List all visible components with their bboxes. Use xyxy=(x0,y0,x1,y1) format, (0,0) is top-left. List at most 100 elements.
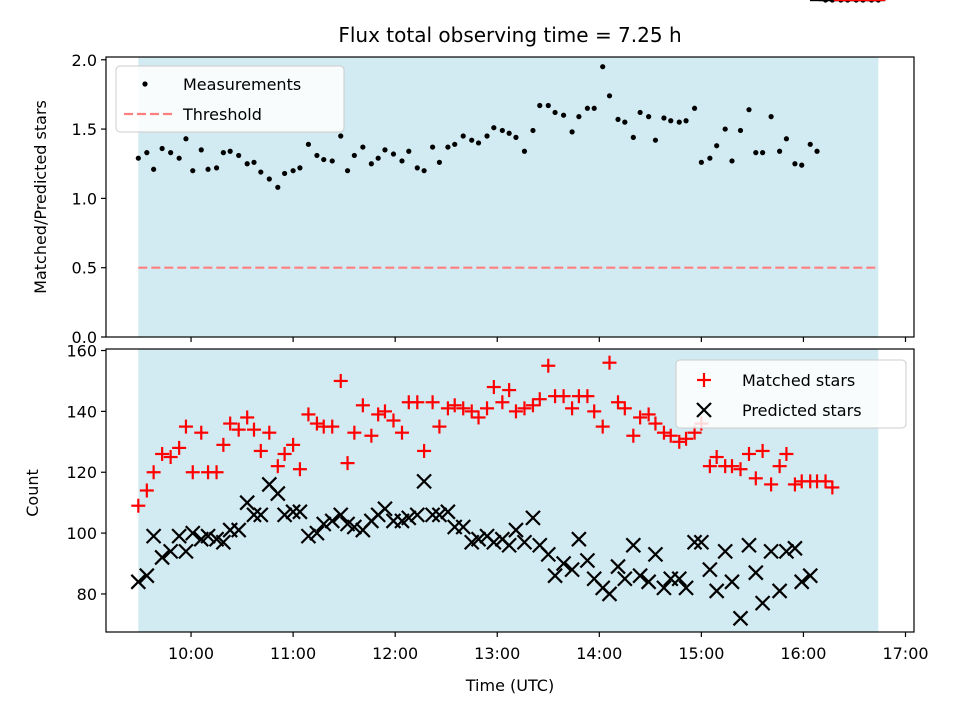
x-tick-label: 13:00 xyxy=(474,644,520,663)
predicted-star-point xyxy=(154,549,170,566)
predicted-star-point xyxy=(377,500,393,517)
measurement-point xyxy=(321,156,327,163)
matched-star-point xyxy=(626,428,641,443)
predicted-star-point xyxy=(309,525,325,541)
measurement-point xyxy=(506,130,512,136)
measurement-point xyxy=(783,136,790,142)
measurement-point xyxy=(646,114,652,120)
matched-star-point xyxy=(447,398,462,413)
matched-star-point xyxy=(155,446,170,461)
predicted-star-point xyxy=(686,534,703,551)
predicted-star-point xyxy=(139,567,155,584)
matched-star-point xyxy=(787,477,802,492)
measurement-point xyxy=(768,114,774,120)
matched-star-point xyxy=(292,462,307,477)
matched-star-point xyxy=(270,459,285,474)
predicted-star-point xyxy=(270,485,286,502)
matched-star-point xyxy=(386,413,401,428)
measurement-point xyxy=(266,176,272,182)
measurement-point xyxy=(220,150,226,156)
x-tick-label: 10:00 xyxy=(168,644,214,663)
y-tick-label: 0.5 xyxy=(72,259,97,278)
predicted-star-point xyxy=(610,558,626,575)
predicted-star-point xyxy=(455,519,471,535)
predicted-star-point xyxy=(708,583,725,599)
measurement-point xyxy=(244,161,250,167)
legend-predicted-label: Predicted stars xyxy=(742,401,862,420)
matched-star-point xyxy=(209,465,224,480)
measurement-point xyxy=(661,115,667,121)
predicted-star-point xyxy=(579,552,596,569)
predicted-star-point xyxy=(416,473,432,490)
measurement-point xyxy=(469,137,475,143)
measurement-point xyxy=(290,168,296,174)
measurement-point xyxy=(513,134,519,140)
matched-star-point xyxy=(456,401,471,416)
predicted-star-point xyxy=(300,528,317,544)
measurement-point xyxy=(445,144,451,150)
measurement-point xyxy=(637,109,643,116)
matched-star-point xyxy=(748,471,763,486)
measurement-point xyxy=(777,148,783,154)
predicted-star-point xyxy=(200,528,216,544)
measurement-point xyxy=(338,133,344,139)
matched-star-point xyxy=(580,389,595,404)
matched-star-point xyxy=(724,459,739,474)
matched-star-point xyxy=(333,373,348,388)
top-panel-frame xyxy=(105,56,915,338)
top-legend: Measurements Threshold xyxy=(115,65,345,133)
measurement-point xyxy=(382,147,388,153)
predicted-star-point xyxy=(771,583,788,599)
matched-star-point xyxy=(425,395,440,410)
bottom-y-axis-label: Count xyxy=(23,469,42,517)
predicted-star-point xyxy=(763,543,779,560)
y-tick-label: 1.0 xyxy=(72,189,97,208)
measurement-point xyxy=(807,141,813,147)
matched-star-point xyxy=(556,389,571,404)
measurement-point xyxy=(430,144,436,150)
measurement-point xyxy=(491,125,497,131)
bottom-legend: Matched stars Predicted stars xyxy=(675,359,907,429)
measurement-point xyxy=(499,127,505,134)
measurement-point xyxy=(205,166,211,172)
measurement-point xyxy=(560,112,567,118)
measurement-point xyxy=(406,148,412,154)
measurement-point xyxy=(600,64,606,70)
measurement-point xyxy=(168,150,174,156)
predicted-star-point xyxy=(625,537,642,554)
predicted-star-point xyxy=(276,507,293,523)
y-tick-label: 120 xyxy=(66,463,97,482)
predicted-star-point xyxy=(717,543,733,560)
matched-star-point xyxy=(525,398,540,413)
predicted-star-point xyxy=(571,531,587,547)
measurement-point xyxy=(351,152,357,159)
matched-star-point xyxy=(277,446,292,461)
predicted-star-point xyxy=(324,513,341,529)
matched-star-point xyxy=(741,446,756,461)
x-axis-label: Time (UTC) xyxy=(465,676,554,695)
bottom-panel: 80 100 120 140 160 10:00 11:00 12:00 13:00 14:00… xyxy=(23,0,929,695)
measurement-point xyxy=(227,148,233,154)
legend-predicted-marker xyxy=(696,402,712,418)
matched-star-point xyxy=(146,465,161,480)
matched-star-point xyxy=(377,404,392,419)
measurement-point xyxy=(258,169,264,175)
legend-threshold-label: Threshold xyxy=(182,105,262,124)
predicted-star-point xyxy=(145,528,162,544)
predicted-star-point xyxy=(647,546,664,563)
measurement-point xyxy=(615,116,621,122)
matched-star-point xyxy=(262,425,277,440)
predicted-star-point xyxy=(162,543,179,560)
matched-star-point xyxy=(764,477,779,492)
bottom-y-ticks: 80 100 120 140 160 xyxy=(66,342,106,604)
matched-star-point xyxy=(394,425,409,440)
measurement-point xyxy=(737,127,744,134)
y-tick-label: 140 xyxy=(66,402,97,421)
measurement-point xyxy=(305,141,312,147)
measurement-point xyxy=(297,165,303,171)
measurement-point xyxy=(329,158,335,164)
measurement-point xyxy=(799,162,805,168)
measurement-point xyxy=(436,159,443,165)
measurement-points xyxy=(135,0,881,190)
